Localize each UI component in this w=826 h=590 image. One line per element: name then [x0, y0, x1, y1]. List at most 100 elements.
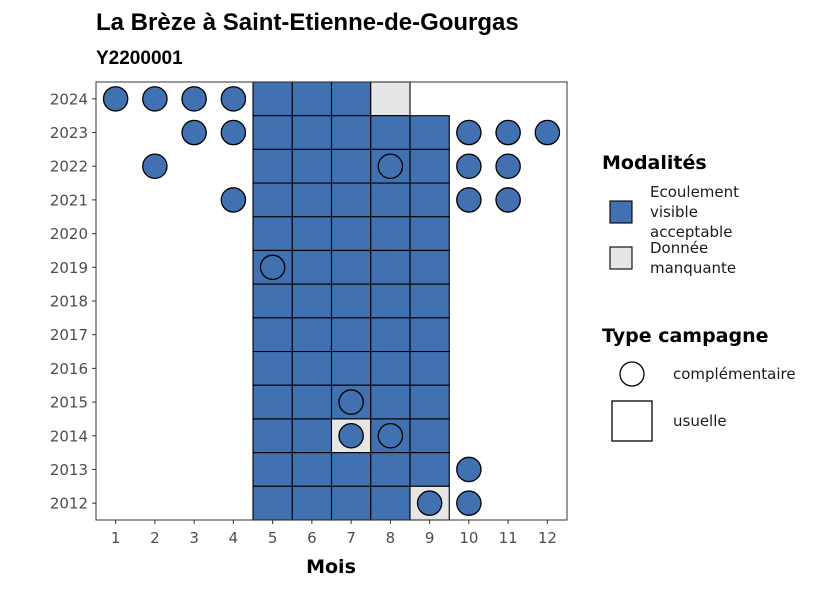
point-2023-10: [456, 119, 482, 146]
tile-2013-9: [409, 452, 450, 487]
point-2021-10: [456, 187, 482, 213]
tile-2021-5: [252, 182, 293, 218]
x-tick-label: 6: [307, 529, 317, 547]
y-tick-label: 2014: [50, 427, 88, 445]
tile-2015-5: [252, 384, 293, 420]
tile-2014-9: [409, 418, 450, 454]
circles-layer: [102, 86, 561, 516]
point-2024-3: [181, 86, 207, 112]
point-2024-2: [142, 86, 168, 112]
plot-area: [95, 81, 568, 521]
tile-2016-8: [370, 350, 411, 386]
tile-2014-6: [291, 418, 333, 454]
point-2014-7: [338, 422, 364, 449]
tile-2017-7: [330, 317, 372, 353]
tile-2012-6: [291, 485, 333, 521]
legend-key-usuelle: [611, 400, 653, 442]
tile-2020-6: [291, 216, 333, 252]
point-2024-1: [102, 86, 129, 112]
tile-2016-6: [291, 350, 333, 386]
point-2013-10: [456, 456, 482, 483]
tile-2020-5: [252, 216, 293, 252]
tile-2018-5: [252, 283, 293, 319]
tile-2019-8: [370, 249, 411, 285]
tile-2022-7: [330, 148, 372, 184]
x-tick-label: 12: [538, 529, 557, 547]
point-2022-11: [495, 153, 521, 180]
tile-2020-9: [409, 216, 450, 252]
tile-2015-8: [370, 384, 411, 420]
tile-2018-6: [291, 283, 333, 319]
tile-2022-6: [291, 148, 333, 184]
tile-2013-6: [291, 452, 333, 487]
point-2022-2: [142, 153, 168, 180]
tile-2023-9: [409, 115, 450, 150]
y-tick-label: 2013: [50, 461, 88, 479]
y-tick-label: 2023: [50, 124, 88, 142]
tile-2019-7: [330, 249, 372, 285]
tile-2013-7: [330, 452, 372, 487]
point-2023-12: [534, 119, 561, 146]
tile-2023-7: [330, 115, 372, 150]
x-tick-label: 11: [499, 529, 518, 547]
tile-2013-8: [370, 452, 411, 487]
tile-2017-6: [291, 317, 333, 353]
x-tick-label: 1: [111, 529, 121, 547]
point-2015-7: [338, 389, 364, 415]
tile-2017-5: [252, 317, 293, 353]
legend-type-title: Type campagne: [602, 325, 769, 347]
tile-2021-7: [330, 182, 372, 218]
tile-2016-7: [330, 350, 372, 386]
x-tick-label: 3: [189, 529, 199, 547]
tile-2024-5: [252, 81, 293, 117]
point-2023-3: [181, 119, 207, 146]
tile-2018-7: [330, 283, 372, 319]
tile-2012-7: [330, 485, 372, 521]
tile-2021-9: [409, 182, 450, 218]
y-tick-label: 2024: [50, 90, 88, 108]
legend-key-manquante: [609, 246, 633, 270]
point-2021-4: [220, 187, 247, 213]
tile-2012-5: [252, 485, 293, 521]
y-tick-label: 2019: [50, 259, 88, 277]
x-axis-title: Mois: [306, 556, 356, 578]
x-tick-label: 9: [425, 529, 435, 547]
tile-2013-5: [252, 452, 293, 487]
legend-label-usuelle: usuelle: [673, 412, 727, 430]
point-2024-4: [220, 86, 247, 112]
y-tick-label: 2018: [50, 293, 88, 311]
y-tick-label: 2012: [50, 495, 88, 513]
point-2012-10: [456, 490, 482, 516]
tile-2014-5: [252, 418, 293, 454]
x-tick-label: 10: [459, 529, 478, 547]
tile-2016-9: [409, 350, 450, 386]
legend-label-complementaire: complémentaire: [673, 365, 796, 383]
point-2023-11: [495, 119, 521, 146]
tile-2017-8: [370, 317, 411, 353]
x-tick-label: 4: [229, 529, 239, 547]
y-tick-label: 2022: [50, 158, 88, 176]
tile-2016-5: [252, 350, 293, 386]
x-axis: 1 2 3 4 5 6 7 8 9 10 11 12: [111, 520, 557, 547]
y-tick-label: 2017: [50, 326, 88, 344]
y-tick-label: 2021: [50, 191, 88, 209]
legend-label-manquante: Donnée manquante: [650, 239, 736, 277]
tile-2022-5: [252, 148, 293, 184]
tile-2017-9: [409, 317, 450, 353]
tile-2018-8: [370, 283, 411, 319]
tile-2015-6: [291, 384, 333, 420]
legend-key-ecoulement: [609, 200, 633, 224]
tile-2024-8: [370, 81, 411, 117]
tile-2019-9: [409, 249, 450, 285]
legend-type-campagne: Type campagne complémentaire usuelle: [602, 325, 796, 442]
point-2021-11: [495, 187, 521, 213]
tile-2018-9: [409, 283, 450, 319]
tile-2021-8: [370, 182, 411, 218]
y-axis: 2012 2013 2014 2015 2016 2017 2018 2019 2020 2021…: [50, 90, 96, 513]
x-tick-label: 5: [268, 529, 278, 547]
x-tick-label: 8: [386, 529, 396, 547]
chart-title: La Brèze à Saint-Etienne-de-Gourgas: [96, 9, 519, 36]
chart-subtitle: Y2200001: [96, 48, 183, 69]
point-2022-10: [456, 153, 482, 180]
